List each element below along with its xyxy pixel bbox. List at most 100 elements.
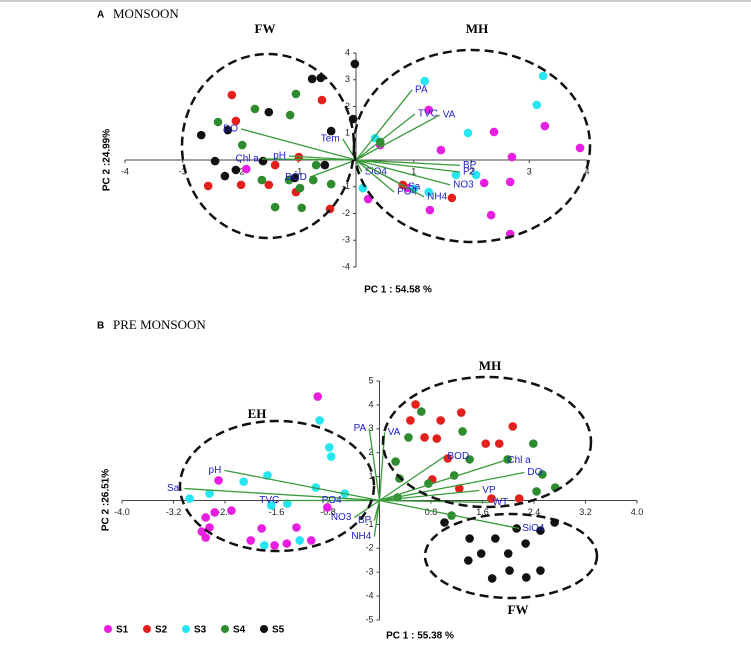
point (290, 173, 300, 183)
loading-label: Sal (167, 483, 181, 494)
point (220, 171, 230, 181)
x-tick-label: 0.8 (425, 507, 438, 517)
loading-label: Sa (408, 181, 421, 192)
point (201, 513, 210, 522)
y-tick-label: 1 (368, 471, 373, 481)
point (239, 477, 248, 486)
y-axis-label: PC 2 :24.99% (102, 129, 113, 191)
point (476, 549, 486, 558)
loading-vector (355, 159, 395, 193)
legend-label: S5 (272, 625, 285, 636)
point (295, 536, 304, 545)
loading-vector (379, 459, 505, 502)
point (406, 416, 415, 425)
group-ellipse (352, 48, 592, 244)
loading-vector (355, 159, 406, 188)
y-tick-label: -1 (342, 181, 350, 191)
point (292, 523, 301, 532)
point (404, 433, 413, 442)
x-tick-label: 4 (584, 166, 589, 176)
point (391, 457, 400, 466)
loading-label: BOD (448, 451, 470, 462)
point (250, 104, 260, 114)
y-tick-label: 5 (368, 375, 373, 385)
point (231, 165, 241, 175)
point (463, 128, 473, 138)
loading-vector (379, 499, 490, 504)
point (487, 574, 497, 583)
point (205, 523, 214, 532)
point (214, 476, 223, 485)
loading-vector (368, 428, 381, 501)
point (471, 170, 481, 180)
point (297, 203, 307, 213)
loading-label: Chl a (507, 455, 531, 466)
point (486, 210, 496, 220)
loading-vector (379, 471, 525, 502)
y-tick-label: -5 (365, 614, 373, 624)
point (465, 534, 474, 543)
legend-label: S2 (155, 625, 168, 636)
chart-title: MONSOON (113, 6, 179, 21)
loading-label: DO (527, 467, 542, 478)
point (185, 494, 194, 503)
y-tick-label: 4 (368, 399, 373, 409)
x-tick-label: -1.6 (269, 507, 285, 517)
x-tick-label: 3.2 (579, 507, 592, 517)
loading-vector (261, 158, 357, 161)
loading-vector (355, 114, 441, 161)
group-label: EH (248, 406, 267, 421)
point (317, 95, 327, 105)
x-tick-label: -2.4 (217, 507, 233, 517)
y-tick-label: 4 (345, 47, 350, 57)
x-tick-label: 1 (411, 166, 416, 176)
legend-swatch (221, 625, 229, 633)
point (210, 156, 220, 166)
loading-vector (379, 455, 445, 502)
y-tick-label: 3 (345, 74, 350, 84)
point (324, 443, 334, 452)
point (538, 71, 548, 81)
legend-label: S1 (116, 625, 129, 636)
y-tick-label: 2 (345, 101, 350, 111)
y-tick-label: -4 (365, 590, 373, 600)
point (320, 160, 330, 170)
point (210, 508, 219, 517)
point (536, 526, 545, 535)
point (258, 156, 268, 166)
y-tick-label: 1 (345, 128, 350, 138)
point (432, 434, 442, 443)
loading-vector (224, 469, 380, 502)
point (575, 143, 585, 153)
y-tick-label: -3 (342, 235, 350, 245)
y-tick-label: -3 (365, 567, 373, 577)
point (308, 175, 318, 185)
point (203, 181, 213, 191)
loading-label: pH (273, 151, 286, 162)
group-label: FW (508, 602, 529, 617)
point (227, 506, 236, 515)
group-ellipse (423, 512, 599, 600)
point (455, 484, 464, 493)
group-ellipse (180, 52, 356, 240)
point (529, 439, 538, 448)
point (420, 433, 429, 442)
loading-label: BOD (285, 172, 307, 183)
point (503, 455, 512, 464)
legend-label: S4 (233, 625, 246, 636)
point (487, 494, 496, 503)
loading-label: PA (354, 423, 367, 434)
loading-label: TVC (418, 109, 438, 120)
loading-label: DO (223, 124, 238, 135)
point (465, 455, 474, 464)
point (491, 534, 500, 543)
point (231, 116, 241, 126)
loading-label: PO4 (397, 187, 417, 198)
point (237, 140, 247, 150)
loading-label: VA (443, 110, 456, 121)
point (443, 454, 453, 463)
loading-label: TVC (259, 495, 279, 506)
loading-label: PO4 (322, 495, 342, 506)
point (536, 566, 545, 575)
